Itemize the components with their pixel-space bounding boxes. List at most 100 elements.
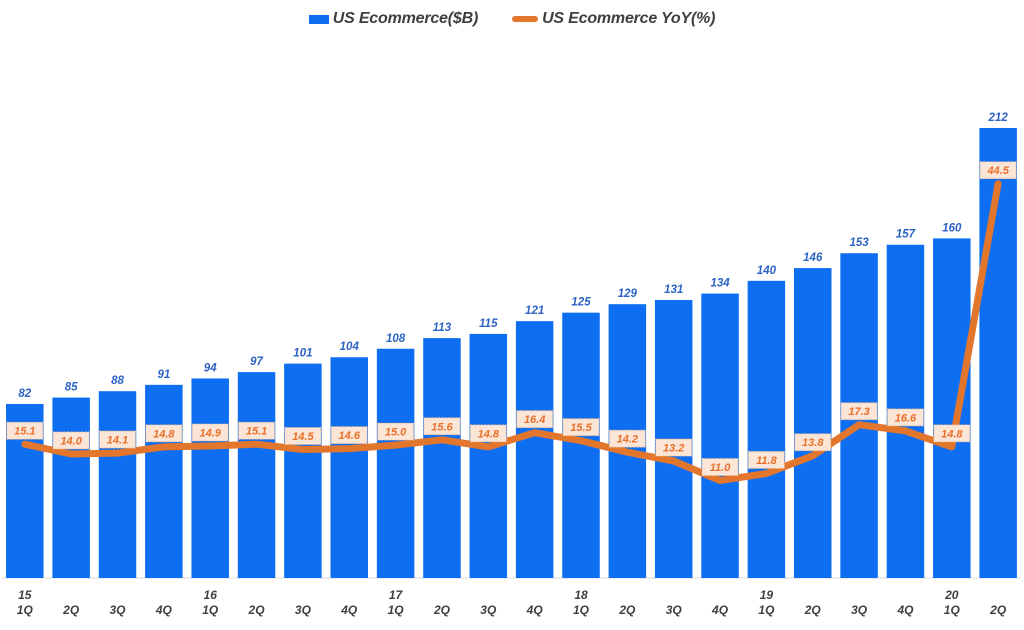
bar-17-4Q bbox=[515, 321, 554, 578]
yoy-label-box-16-4Q bbox=[330, 426, 368, 445]
yoy-value-label-17-4Q: 16.4 bbox=[524, 414, 545, 426]
yoy-label-box-19-2Q bbox=[794, 433, 832, 452]
yoy-label-box-20-2Q bbox=[979, 161, 1017, 180]
yoy-label-box-17-1Q bbox=[377, 422, 415, 441]
axis-quarter-label-19-3Q: 3Q bbox=[851, 603, 868, 617]
yoy-label-box-18-2Q bbox=[608, 429, 646, 448]
bar-20-1Q bbox=[933, 238, 971, 578]
bar-16-3Q bbox=[284, 363, 322, 578]
axis-year-label-19: 19 bbox=[760, 588, 774, 602]
bar-19-2Q bbox=[794, 268, 832, 578]
bar-value-label-15-3Q: 88 bbox=[111, 375, 124, 387]
bar-value-label-18-1Q: 125 bbox=[571, 297, 591, 309]
axis-quarter-label-18-3Q: 3Q bbox=[666, 603, 683, 617]
yoy-label-box-19-4Q bbox=[887, 408, 924, 427]
bar-value-label-18-2Q: 129 bbox=[618, 288, 638, 300]
chart-legend: US Ecommerce($B) US Ecommerce YoY(%) bbox=[0, 10, 1024, 28]
bar-value-label-15-1Q: 82 bbox=[18, 388, 31, 400]
yoy-label-box-17-2Q bbox=[423, 417, 461, 436]
legend-item-ecommerce-bar: US Ecommerce($B) bbox=[308, 10, 479, 28]
axis-quarter-label-16-2Q: 2Q bbox=[248, 603, 266, 617]
bar-value-label-17-1Q: 108 bbox=[386, 333, 406, 345]
bar-16-1Q bbox=[191, 378, 229, 578]
bar-series-swatch-icon bbox=[308, 14, 329, 24]
bar-value-label-16-3Q: 101 bbox=[293, 348, 312, 360]
bar-value-label-18-4Q: 134 bbox=[710, 278, 730, 290]
yoy-value-label-16-2Q: 15.1 bbox=[246, 426, 267, 438]
yoy-label-box-19-1Q bbox=[748, 451, 785, 469]
legend-item-yoy-line: US Ecommerce YoY(%) bbox=[512, 10, 715, 28]
bar-18-4Q bbox=[701, 293, 739, 578]
yoy-label-box-18-1Q bbox=[562, 418, 600, 437]
bar-value-label-15-2Q: 85 bbox=[65, 382, 78, 394]
yoy-value-label-17-1Q: 15.0 bbox=[385, 427, 407, 439]
bar-value-label-19-4Q: 157 bbox=[896, 229, 916, 241]
yoy-label-box-17-3Q bbox=[469, 424, 507, 443]
bar-16-2Q bbox=[237, 372, 276, 578]
axis-quarter-label-20-1Q: 1Q bbox=[944, 603, 961, 617]
axis-year-label-20: 20 bbox=[944, 588, 959, 602]
bar-value-label-17-2Q: 113 bbox=[433, 322, 452, 334]
axis-quarter-label-17-2Q: 2Q bbox=[433, 603, 451, 617]
yoy-label-box-15-4Q bbox=[145, 424, 183, 443]
bar-value-label-16-2Q: 97 bbox=[250, 356, 263, 368]
axis-quarter-label-17-3Q: 3Q bbox=[480, 603, 497, 617]
yoy-value-label-16-4Q: 14.6 bbox=[339, 430, 361, 442]
bar-16-4Q bbox=[330, 357, 368, 578]
axis-quarter-label-15-3Q: 3Q bbox=[109, 603, 126, 617]
axis-quarter-label-15-4Q: 4Q bbox=[155, 603, 173, 617]
bar-value-label-20-2Q: 212 bbox=[988, 112, 1009, 124]
yoy-value-label-17-3Q: 14.8 bbox=[478, 428, 500, 440]
axis-quarter-label-17-1Q: 1Q bbox=[388, 603, 405, 617]
yoy-value-label-19-1Q: 11.8 bbox=[756, 455, 777, 467]
yoy-value-label-19-3Q: 17.3 bbox=[848, 406, 869, 418]
yoy-value-label-19-2Q: 13.8 bbox=[802, 437, 824, 449]
bar-series-legend-label: US Ecommerce($B) bbox=[332, 10, 479, 27]
bar-19-1Q bbox=[747, 280, 786, 578]
yoy-label-box-18-4Q bbox=[701, 458, 739, 476]
bar-value-label-18-3Q: 131 bbox=[664, 284, 683, 296]
axis-quarter-label-17-4Q: 4Q bbox=[526, 603, 544, 617]
yoy-label-box-16-2Q bbox=[238, 421, 275, 440]
bar-15-3Q bbox=[98, 391, 137, 578]
axis-quarter-label-18-4Q: 4Q bbox=[711, 603, 729, 617]
yoy-line bbox=[21, 180, 1002, 484]
bar-value-label-20-1Q: 160 bbox=[942, 222, 962, 234]
axis-quarter-label-19-1Q: 1Q bbox=[758, 603, 775, 617]
bar-value-label-16-4Q: 104 bbox=[340, 341, 360, 353]
yoy-value-label-15-4Q: 14.8 bbox=[153, 428, 175, 440]
axis-year-label-17: 17 bbox=[389, 588, 404, 602]
axis-quarter-label-16-1Q: 1Q bbox=[202, 603, 219, 617]
axis-year-label-18: 18 bbox=[574, 588, 588, 602]
yoy-value-label-20-1Q: 14.8 bbox=[941, 428, 963, 440]
yoy-label-box-15-3Q bbox=[99, 430, 136, 449]
yoy-value-label-19-4Q: 16.6 bbox=[895, 412, 917, 424]
bar-value-label-17-3Q: 115 bbox=[479, 318, 498, 330]
axis-quarter-label-20-2Q: 2Q bbox=[989, 603, 1007, 617]
axis-year-label-15: 15 bbox=[18, 588, 32, 602]
yoy-label-box-19-3Q bbox=[840, 402, 878, 421]
axis-quarter-label-18-2Q: 2Q bbox=[618, 603, 636, 617]
bar-value-label-19-1Q: 140 bbox=[757, 265, 777, 277]
axis-quarter-label-16-4Q: 4Q bbox=[340, 603, 358, 617]
axis-quarter-label-19-2Q: 2Q bbox=[804, 603, 822, 617]
yoy-value-label-15-2Q: 14.0 bbox=[60, 435, 82, 447]
bar-value-label-19-3Q: 153 bbox=[850, 237, 870, 249]
yoy-value-label-18-4Q: 11.0 bbox=[710, 462, 731, 474]
bar-17-3Q bbox=[469, 333, 508, 578]
bar-15-2Q bbox=[52, 397, 90, 578]
yoy-value-label-16-3Q: 14.5 bbox=[292, 431, 314, 443]
yoy-label-box-18-3Q bbox=[655, 438, 693, 457]
yoy-label-box-15-1Q bbox=[6, 421, 44, 440]
yoy-label-box-16-3Q bbox=[284, 427, 322, 445]
line-series-swatch-icon bbox=[512, 16, 539, 22]
yoy-label-box-17-4Q bbox=[516, 410, 554, 429]
yoy-value-label-18-2Q: 14.2 bbox=[617, 434, 638, 446]
axis-year-label-16: 16 bbox=[204, 588, 218, 602]
bar-value-label-15-4Q: 91 bbox=[157, 369, 170, 381]
line-series-legend-label: US Ecommerce YoY(%) bbox=[542, 10, 716, 27]
axis-quarter-label-18-1Q: 1Q bbox=[573, 603, 590, 617]
yoy-label-box-20-1Q bbox=[933, 424, 971, 443]
